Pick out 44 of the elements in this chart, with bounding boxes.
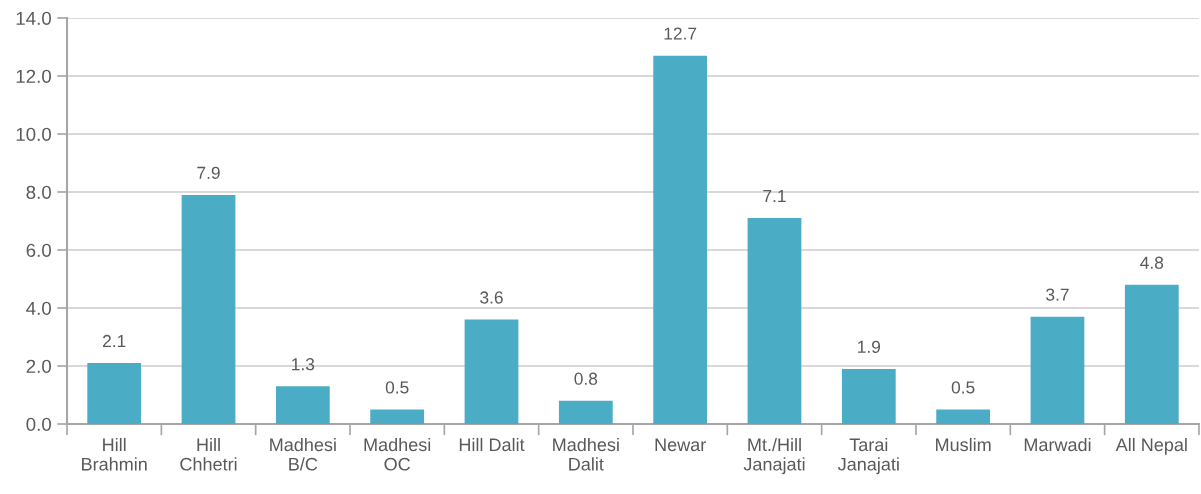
bar bbox=[841, 368, 896, 424]
bar bbox=[653, 55, 708, 424]
data-label: 7.9 bbox=[197, 166, 220, 179]
x-tick-label: All Nepal bbox=[1115, 437, 1187, 455]
x-tick-label: Madhesi OC bbox=[364, 437, 431, 471]
bar bbox=[87, 363, 142, 424]
y-tick-label: 4.0 bbox=[26, 301, 52, 315]
data-label: 0.5 bbox=[385, 381, 409, 394]
x-tick-label: Tarai Janajati bbox=[837, 437, 899, 475]
y-tick-label: 10.0 bbox=[16, 127, 52, 141]
y-tick-label: 14.0 bbox=[16, 11, 52, 25]
y-tick-label: 8.0 bbox=[26, 185, 52, 199]
y-tick-label: 12.0 bbox=[16, 69, 52, 83]
data-label: 0.8 bbox=[574, 372, 598, 385]
x-tick-label: Marwadi bbox=[1024, 437, 1091, 452]
bar bbox=[464, 319, 519, 424]
bar bbox=[181, 194, 236, 424]
x-tick-label: Newar bbox=[655, 438, 706, 452]
x-tick-label: Hill Chhetri bbox=[180, 437, 237, 471]
data-label: 3.7 bbox=[1046, 288, 1069, 301]
data-label: 0.5 bbox=[951, 381, 975, 394]
data-label: 2.1 bbox=[102, 334, 126, 347]
bar bbox=[1124, 284, 1179, 424]
x-tick-label: Mt./Hill Janajati bbox=[743, 437, 805, 475]
data-label: 4.8 bbox=[1140, 256, 1164, 269]
bar bbox=[747, 218, 802, 424]
data-label: 1.3 bbox=[292, 358, 315, 371]
y-tick-label: 2.0 bbox=[26, 359, 52, 373]
bar bbox=[275, 386, 330, 424]
y-tick-label: 0.0 bbox=[26, 417, 52, 431]
bar bbox=[370, 409, 425, 424]
data-label: 3.6 bbox=[480, 291, 503, 304]
data-label: 1.9 bbox=[858, 340, 881, 353]
bar bbox=[1030, 316, 1085, 424]
data-label: 7.1 bbox=[763, 190, 786, 202]
x-tick-label: Madhesi B/C bbox=[270, 437, 336, 471]
data-label: 12.7 bbox=[664, 27, 697, 40]
y-tick-label: 6.0 bbox=[26, 243, 52, 257]
x-tick-label: Hill Dalit bbox=[459, 437, 525, 452]
x-tick-label: Madhesi Dalit bbox=[553, 437, 619, 471]
x-tick-label: Muslim bbox=[936, 437, 991, 452]
bar bbox=[936, 409, 991, 424]
bar bbox=[558, 400, 613, 424]
x-tick-label: Hill Brahmin bbox=[82, 437, 147, 471]
